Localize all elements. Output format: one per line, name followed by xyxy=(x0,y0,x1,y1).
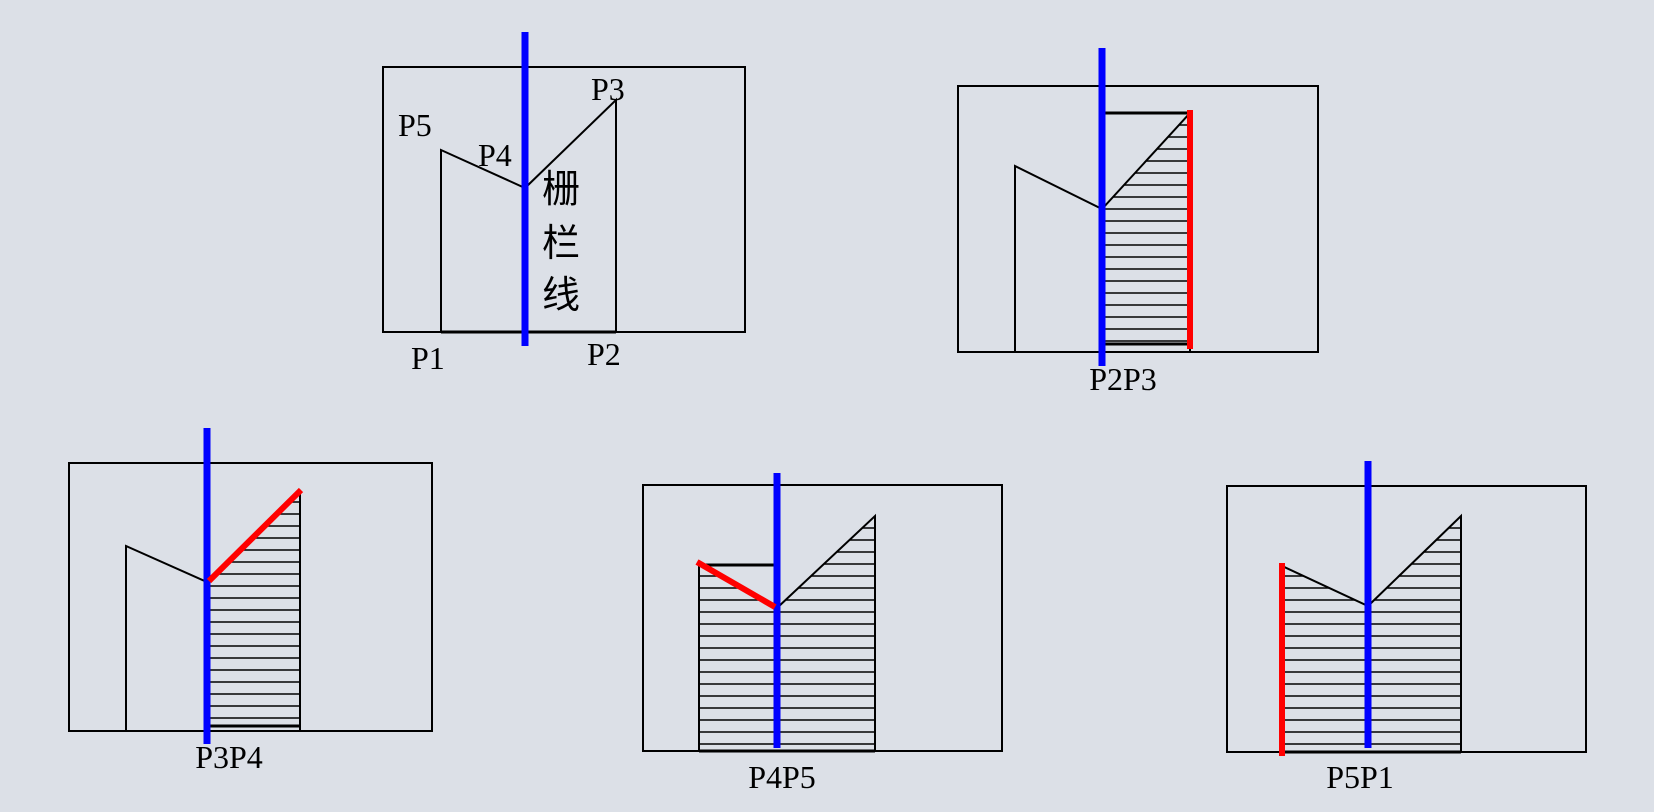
panel-caption: P3P4 xyxy=(195,739,263,775)
panel-p5p1: P5P1 xyxy=(1226,461,1587,795)
panel-p4p5: P4P5 xyxy=(642,473,1003,795)
point-label-p5: P5 xyxy=(398,107,432,143)
panel-p3p4: P3P4 xyxy=(68,428,433,775)
panel-frame xyxy=(957,85,1319,353)
panel-caption: P4P5 xyxy=(748,759,816,795)
panel-overview: P5 P4 P3 P1 P2 栅 栏 线 xyxy=(382,32,746,376)
point-label-p1: P1 xyxy=(411,340,445,376)
hatch-region xyxy=(699,527,875,745)
active-edge-p4-p5 xyxy=(695,559,777,610)
point-label-p3: P3 xyxy=(591,71,625,107)
panel-frame xyxy=(68,462,433,732)
panel-p2p3: P2P3 xyxy=(957,48,1319,397)
panel-frame xyxy=(642,484,1003,752)
hatch-region xyxy=(1102,124,1190,342)
fence-label-char-2: 栏 xyxy=(542,223,580,265)
fence-label-char-3: 线 xyxy=(542,275,580,317)
fence-label-char-1: 栅 xyxy=(542,169,580,211)
hatch-region xyxy=(207,501,300,719)
panel-caption: P5P1 xyxy=(1326,759,1394,795)
polygon-outline xyxy=(1014,110,1191,353)
active-edge-p3-p4 xyxy=(206,487,304,584)
point-label-p2: P2 xyxy=(587,336,621,372)
polygon-outline xyxy=(125,489,301,732)
panel-caption: P2P3 xyxy=(1089,361,1157,397)
point-label-p4: P4 xyxy=(478,137,512,173)
